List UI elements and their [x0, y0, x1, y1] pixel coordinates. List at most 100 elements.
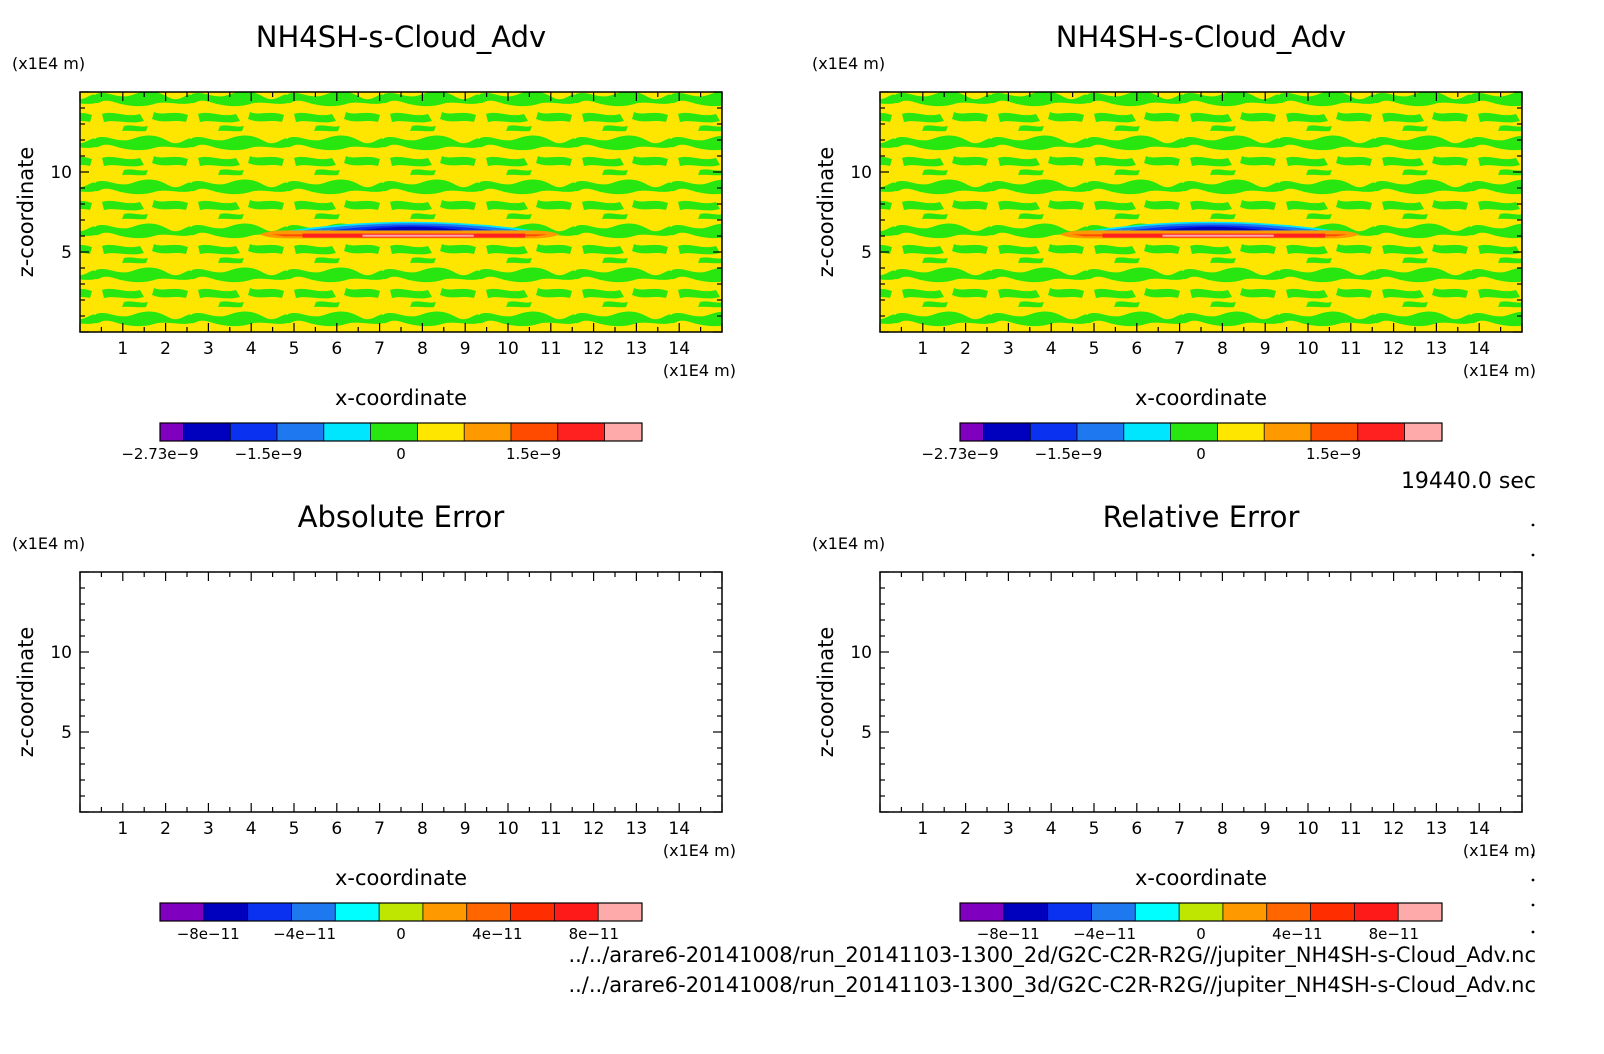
- colorbar-swatch: [230, 423, 278, 441]
- y-unit-label: (x1E4 m): [12, 54, 85, 73]
- panel-bottom-right: Relative Error(x1E4 m)1 2 3 4 5 6 7 8 9 10 11 12 13 1…: [812, 500, 1536, 943]
- colorbar-swatch: [960, 903, 1005, 921]
- x-tick-label: 6: [1131, 819, 1142, 839]
- colorbar-swatch: [557, 423, 606, 441]
- colorbar-label: 4e−11: [1272, 925, 1322, 943]
- negative-layer-core: [359, 226, 464, 231]
- colorbar-frame: [959, 902, 1443, 922]
- panel-title: Absolute Error: [298, 500, 505, 534]
- colorbar-label: 1.5e−9: [1306, 445, 1361, 463]
- colorbar-swatch: [291, 903, 336, 921]
- x-unit-label: (x1E4 m): [663, 361, 736, 380]
- colorbar-swatch: [417, 423, 465, 441]
- panel-bottom-left: Absolute Error(x1E4 m)1 2 3 4 5 6 7 8 9 10 11 12 13 1…: [12, 500, 736, 943]
- x-tick-label: 14: [668, 819, 690, 839]
- x-tick-label: 9: [460, 339, 471, 359]
- panel-title: Relative Error: [1103, 500, 1300, 534]
- colorbar: −8e−11 −4e−11 0 4e−11 8e−11: [159, 902, 643, 943]
- x-tick-label: 9: [1260, 339, 1271, 359]
- y-tick-label: 10: [850, 163, 872, 183]
- colorbar-swatch: [1217, 423, 1265, 441]
- x-tick-label: 13: [1426, 339, 1448, 359]
- y-tick-label: 5: [861, 723, 872, 743]
- colorbar-swatch: [1357, 423, 1406, 441]
- colorbar-swatch: [1398, 903, 1443, 921]
- colorbar-swatch: [160, 423, 184, 441]
- x-tick-label: 10: [1297, 819, 1319, 839]
- x-tick-label: 8: [1217, 339, 1228, 359]
- time-label: 19440.0 sec: [1401, 469, 1536, 494]
- colorbar-label: −2.73e−9: [921, 445, 998, 463]
- x-tick-label: 8: [417, 339, 428, 359]
- colorbar-swatch: [1264, 423, 1312, 441]
- colorbar-swatch: [1003, 903, 1049, 921]
- x-unit-label: (x1E4 m): [663, 841, 736, 860]
- x-tick-label: 14: [1468, 819, 1490, 839]
- colorbar-swatch: [1047, 903, 1092, 921]
- x-tick-label: 12: [1383, 819, 1405, 839]
- colorbar-swatch: [1310, 423, 1359, 441]
- x-tick-label: 2: [160, 339, 171, 359]
- panel-top-right: NH4SH-s-Cloud_Adv(x1E4 m)1 2 3 4 5 6 7 8 9 10 11 12…: [812, 20, 1536, 463]
- x-tick-label: 14: [1468, 339, 1490, 359]
- colorbar-swatch: [1179, 903, 1224, 921]
- x-tick-label: 1: [117, 819, 128, 839]
- plot-frame: [79, 571, 723, 813]
- colorbar-frame: [159, 422, 643, 442]
- x-tick-label: 5: [289, 819, 300, 839]
- x-tick-label: 9: [1260, 819, 1271, 839]
- x-tick-label: 3: [1003, 819, 1014, 839]
- colorbar-swatch: [203, 903, 249, 921]
- x-tick-label: 12: [583, 819, 605, 839]
- x-tick-label: 5: [1089, 339, 1100, 359]
- x-tick-label: 4: [1046, 819, 1057, 839]
- x-tick-label: 6: [1131, 339, 1142, 359]
- y-tick-label: 10: [850, 643, 872, 663]
- colorbar-swatch: [276, 423, 325, 441]
- x-tick-label: 8: [417, 819, 428, 839]
- x-tick-label: 6: [331, 819, 342, 839]
- x-tick-label: 7: [374, 339, 385, 359]
- colorbar-swatch: [183, 423, 231, 441]
- colorbar-label: −4e−11: [273, 925, 336, 943]
- x-tick-label: 13: [626, 339, 648, 359]
- positive-layer-peak: [362, 234, 474, 237]
- x-tick-label: 4: [246, 339, 257, 359]
- colorbar-swatch: [598, 903, 643, 921]
- x-tick-label: 2: [960, 339, 971, 359]
- x-tick-label: 12: [583, 339, 605, 359]
- colorbar-swatch: [1030, 423, 1078, 441]
- margin-dots: [1531, 523, 1535, 934]
- x-tick-label: 7: [1174, 819, 1185, 839]
- x-tick-label: 1: [917, 339, 928, 359]
- field-background: [80, 92, 722, 332]
- y-tick-label: 5: [61, 723, 72, 743]
- x-tick-label: 5: [1089, 819, 1100, 839]
- x-axis-label: x-coordinate: [1135, 386, 1267, 410]
- colorbar-swatch: [1135, 903, 1180, 921]
- colorbar-label: 1.5e−9: [506, 445, 561, 463]
- negative-layer-core: [1159, 226, 1264, 231]
- colorbar-swatch: [1123, 423, 1172, 441]
- colorbar-swatch: [247, 903, 292, 921]
- x-tick-label: 10: [497, 339, 519, 359]
- x-tick-label: 3: [203, 819, 214, 839]
- colorbar-swatch: [983, 423, 1031, 441]
- y-axis-label: z-coordinate: [814, 627, 838, 758]
- colorbar: −2.73e−9 −1.5e−9 0 1.5e−9: [121, 422, 643, 463]
- colorbar-label: 0: [396, 925, 406, 943]
- x-tick-label: 11: [1340, 819, 1362, 839]
- colorbar: −8e−11 −4e−11 0 4e−11 8e−11: [959, 902, 1443, 943]
- y-axis-label: z-coordinate: [814, 147, 838, 278]
- y-tick-label: 10: [50, 643, 72, 663]
- colorbar-swatch: [1310, 903, 1355, 921]
- panel-title: NH4SH-s-Cloud_Adv: [1056, 20, 1346, 54]
- colorbar-swatch: [370, 423, 418, 441]
- x-tick-label: 2: [160, 819, 171, 839]
- colorbar-swatch: [1076, 423, 1125, 441]
- x-tick-label: 4: [1046, 339, 1057, 359]
- x-tick-label: 10: [497, 819, 519, 839]
- x-axis-label: x-coordinate: [335, 386, 467, 410]
- y-tick-label: 5: [861, 243, 872, 263]
